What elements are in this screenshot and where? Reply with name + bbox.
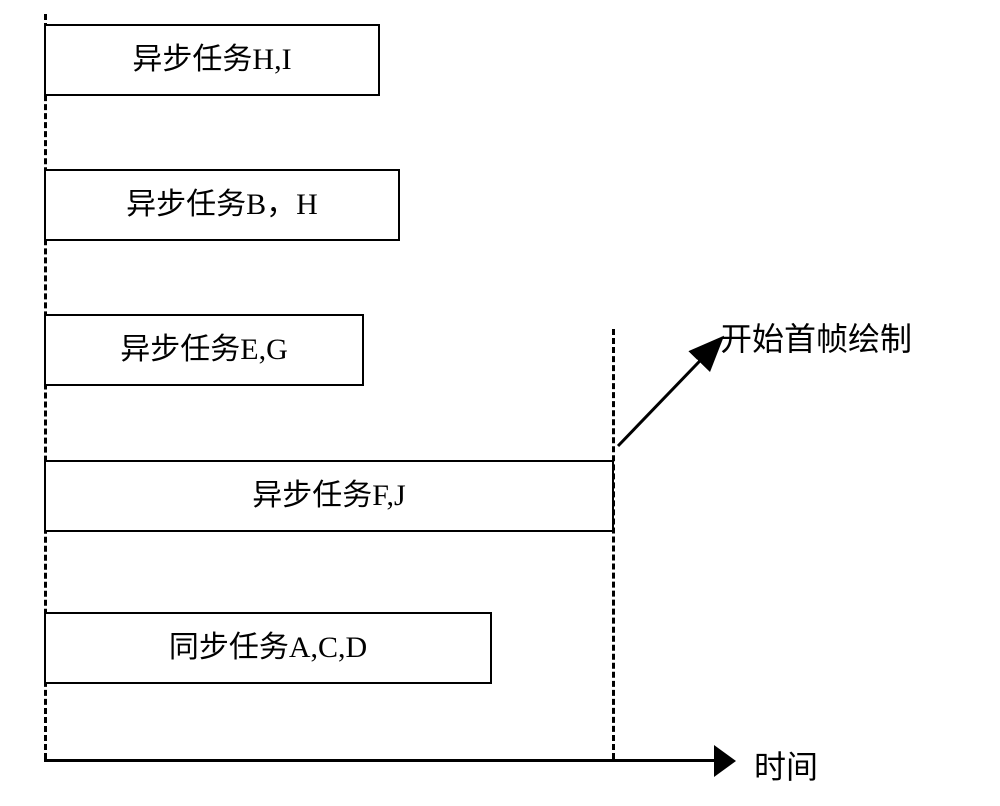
task-timing-diagram: 异步任务H,I异步任务B，H异步任务E,G异步任务F,J同步任务A,C,D 时间…	[30, 14, 970, 794]
first-frame-arrow	[30, 14, 970, 794]
